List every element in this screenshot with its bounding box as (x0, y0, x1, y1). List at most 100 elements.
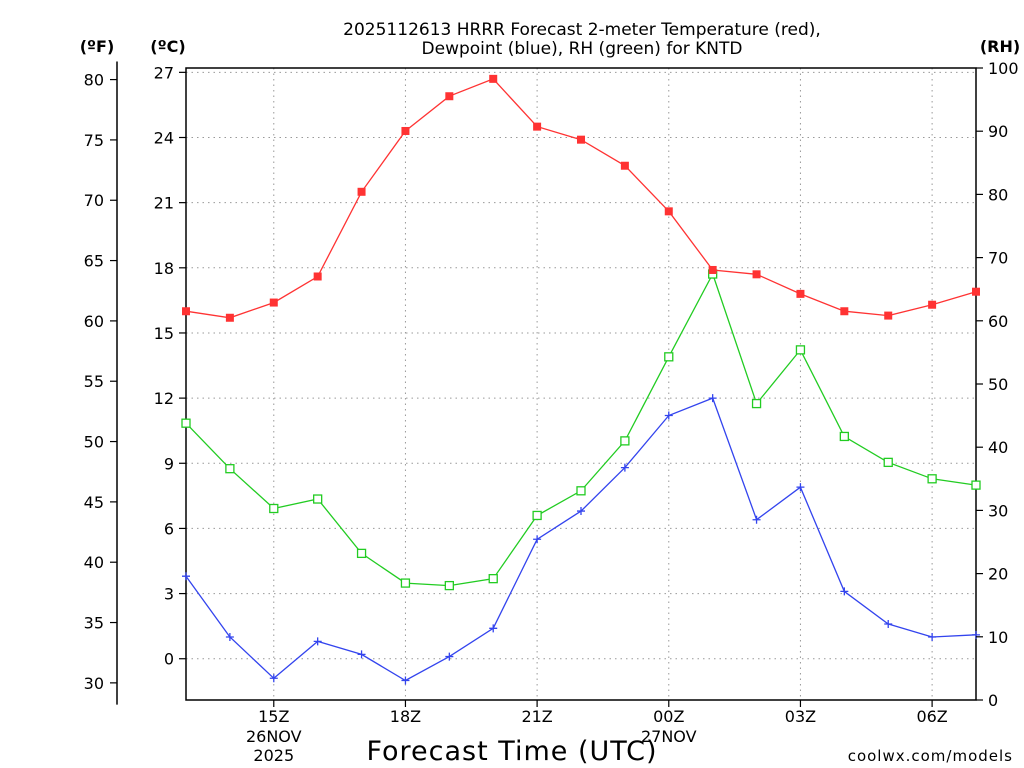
rh-series (181, 269, 981, 591)
dewpoint-point (182, 572, 190, 581)
chart-title-line1: 2025112613 HRRR Forecast 2-meter Tempera… (343, 20, 821, 40)
dewpoint-point (708, 394, 717, 403)
celsius-tick-label: 6 (164, 519, 174, 538)
dewpoint-point (884, 619, 893, 628)
celsius-unit-label: (ºC) (150, 37, 185, 56)
x-tick-label: 15Z (258, 707, 289, 726)
temperature-point (972, 287, 980, 296)
temperature-point (489, 74, 498, 83)
fahrenheit-tick-label: 60 (84, 312, 104, 331)
x-tick-label: 21Z (521, 707, 552, 726)
celsius-tick-label: 18 (154, 259, 174, 278)
chart-title-line2: Dewpoint (blue), RH (green) for KNTD (422, 39, 743, 59)
rh-tick-label: 10 (988, 628, 1008, 647)
dewpoint-series (182, 394, 980, 685)
credit-text: coolwx.com/models (848, 747, 1013, 765)
x-tick-label: 00Z (653, 707, 684, 726)
celsius-tick-label: 15 (154, 324, 174, 343)
rh-point (269, 503, 279, 514)
fahrenheit-tick-label: 65 (84, 252, 104, 271)
rh-tick-label: 80 (988, 185, 1008, 204)
temperature-point (357, 187, 366, 196)
rh-tick-label: 90 (988, 122, 1008, 141)
temperature-point (708, 265, 717, 274)
rh-tick-label: 50 (988, 375, 1008, 394)
rh-point (927, 474, 937, 484)
temperature-point (796, 289, 805, 298)
fahrenheit-tick-label: 75 (84, 131, 104, 150)
x-tick-label: 06Z (916, 707, 947, 726)
rh-line (185, 272, 977, 587)
rh-point (181, 418, 191, 428)
axis-labels-layer: 30 35 40 45 50 55 60 65 70 75 80 0 3 6 9 12 15 18 21 24 27 0 1… (84, 59, 1019, 765)
dewpoint-point (357, 650, 366, 659)
fahrenheit-tick-label: 45 (84, 493, 104, 512)
dewpoint-line (185, 397, 977, 682)
temperature-series (182, 74, 980, 322)
temperature-line (185, 78, 977, 319)
rh-tick-label: 70 (988, 249, 1008, 268)
celsius-tick-label: 21 (154, 194, 174, 213)
dewpoint-point (972, 630, 980, 639)
celsius-tick-label: 24 (154, 128, 174, 147)
rh-point (751, 398, 762, 409)
rh-point (532, 510, 542, 521)
rh-tick-label: 30 (988, 501, 1008, 520)
fahrenheit-tick-label: 35 (84, 614, 104, 633)
dewpoint-point (928, 633, 937, 642)
plot-frame (185, 67, 977, 701)
fahrenheit-tick-label: 50 (84, 433, 104, 452)
rh-tick-label: 0 (988, 691, 998, 710)
dewpoint-point (445, 652, 454, 661)
rh-point (488, 574, 498, 584)
dewpoint-point (533, 535, 542, 544)
rh-tick-label: 100 (988, 59, 1019, 78)
temperature-point (182, 307, 190, 316)
celsius-tick-label: 12 (154, 389, 174, 408)
celsius-tick-label: 0 (164, 650, 174, 669)
dewpoint-point (796, 483, 805, 492)
temperature-point (313, 272, 322, 281)
rh-unit-label: (RH) (980, 37, 1020, 56)
fahrenheit-tick-label: 70 (84, 191, 104, 210)
dewpoint-point (620, 463, 629, 472)
temperature-point (884, 311, 893, 320)
rh-point (356, 548, 367, 559)
dewpoint-point (225, 633, 234, 642)
x-tick-date-label: 27NOV (641, 727, 697, 746)
fahrenheit-tick-label: 55 (84, 372, 104, 391)
rh-point (620, 436, 630, 446)
dewpoint-point (313, 637, 322, 646)
dewpoint-point (489, 624, 498, 633)
x-axis-title: Forecast Time (UTC) (366, 736, 657, 767)
fahrenheit-tick-label: 80 (84, 71, 104, 90)
dewpoint-point (664, 411, 673, 420)
x-tick-year-label: 2025 (253, 746, 294, 765)
x-tick-label: 03Z (785, 707, 816, 726)
x-tick-label: 18Z (390, 707, 421, 726)
rh-point (225, 464, 235, 474)
dewpoint-point (577, 507, 585, 516)
dewpoint-point (752, 515, 761, 524)
rh-point (971, 480, 981, 490)
rh-tick-label: 60 (988, 312, 1008, 331)
fahrenheit-unit-label: (ºF) (80, 37, 115, 56)
rh-point (576, 486, 586, 496)
fahrenheit-tick-label: 40 (84, 553, 104, 572)
temperature-point (225, 313, 234, 322)
x-tick-date-label: 26NOV (246, 727, 302, 746)
temperature-point (620, 161, 629, 170)
temperature-point (928, 300, 937, 309)
plot-border (185, 67, 977, 701)
dewpoint-point (401, 676, 410, 685)
temperature-point (752, 270, 761, 279)
rh-point (400, 578, 411, 588)
temperature-point (533, 122, 542, 131)
temperature-point (664, 207, 673, 216)
dewpoint-point (269, 674, 278, 683)
temperature-point (840, 307, 849, 316)
grid-layer (186, 68, 976, 700)
rh-tick-label: 40 (988, 438, 1008, 457)
fahrenheit-tick-label: 30 (84, 674, 104, 693)
